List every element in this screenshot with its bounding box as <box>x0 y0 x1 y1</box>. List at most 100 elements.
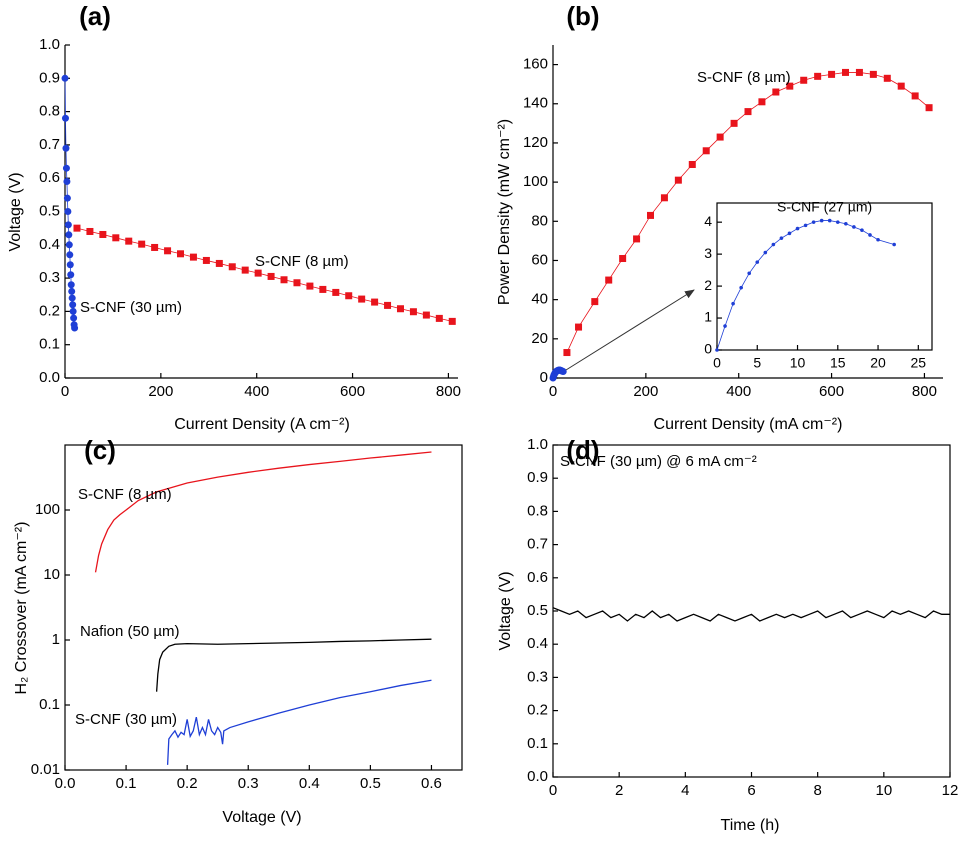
plot-frame <box>552 444 951 778</box>
data-point <box>384 301 392 309</box>
data-point <box>70 314 78 322</box>
data-point <box>254 269 262 277</box>
data-point <box>842 68 849 76</box>
data-point <box>739 285 743 290</box>
y-tick-label: 0.1 <box>39 336 60 353</box>
data-point <box>63 194 71 202</box>
data-point <box>68 287 76 295</box>
data-point <box>868 233 872 237</box>
data-point <box>215 259 223 267</box>
y-tick-label: 0.5 <box>527 602 548 619</box>
data-point <box>66 261 74 269</box>
data-point <box>716 133 724 141</box>
data-point <box>202 256 210 264</box>
y-tick-label: 1.0 <box>527 436 548 453</box>
data-point <box>319 285 327 293</box>
data-point <box>62 164 70 172</box>
data-point <box>811 220 816 224</box>
data-point <box>177 250 185 258</box>
series-label: S-CNF (8 µm) <box>255 253 349 270</box>
data-point <box>125 237 133 245</box>
y-tick-label: 0.6 <box>39 169 60 186</box>
x-tick-label: 0.5 <box>360 775 381 792</box>
data-point <box>852 225 856 229</box>
data-point <box>306 282 314 290</box>
data-point <box>189 253 197 261</box>
x-tick-label: 15 <box>830 355 846 371</box>
data-point <box>715 348 719 352</box>
data-point <box>559 368 567 376</box>
y-tick-label: 100 <box>35 501 60 518</box>
data-point <box>345 292 353 300</box>
series-label: S-CNF (30 µm) <box>80 299 182 316</box>
data-point <box>828 70 836 78</box>
data-point <box>897 82 905 90</box>
y-tick-label: 0.3 <box>39 269 60 286</box>
y-tick-label: 0.01 <box>31 761 60 778</box>
data-point <box>99 230 107 238</box>
y-tick-label: 10 <box>43 566 60 583</box>
y-tick-label: 20 <box>531 330 548 347</box>
data-point <box>855 68 863 76</box>
x-tick-label: 25 <box>911 355 927 371</box>
data-point <box>164 247 172 255</box>
data-point <box>65 231 73 239</box>
series-label: S-CNF (8 µm) <box>697 69 791 86</box>
data-point <box>731 301 735 306</box>
data-point <box>803 223 808 228</box>
data-point <box>67 271 75 279</box>
data-point <box>448 317 456 325</box>
data-point <box>744 108 752 116</box>
y-tick-label: 60 <box>531 251 548 268</box>
data-point <box>280 276 288 284</box>
y-axis-label: Voltage (V) <box>7 172 24 251</box>
data-point <box>65 241 73 249</box>
y-tick-label: 0.7 <box>39 136 60 153</box>
y-tick-label: 160 <box>523 56 548 73</box>
data-point <box>779 236 784 240</box>
x-tick-label: 400 <box>244 383 269 400</box>
y-tick-label: 0.3 <box>527 668 548 685</box>
y-tick-label: 1.0 <box>39 36 60 53</box>
data-point <box>112 234 120 242</box>
x-tick-label: 0 <box>549 782 557 799</box>
data-point <box>591 298 599 306</box>
data-point <box>228 263 236 271</box>
data-point <box>827 218 832 223</box>
y-tick-label: 0.2 <box>39 302 60 319</box>
data-point <box>332 288 340 296</box>
data-point <box>814 72 822 80</box>
y-axis-label: H₂ Crossover (mA cm⁻²) <box>13 522 30 695</box>
data-point <box>422 311 430 319</box>
x-tick-label: 0.2 <box>177 775 198 792</box>
y-tick-label: 120 <box>523 134 548 151</box>
data-point <box>755 260 760 264</box>
x-axis-label: Current Density (A cm⁻²) <box>174 416 350 433</box>
plot-frame <box>64 444 463 771</box>
x-tick-label: 5 <box>753 355 761 371</box>
y-tick-label: 1 <box>704 309 712 325</box>
data-point <box>63 178 71 186</box>
annotation: S-CNF (30 µm) @ 6 mA cm⁻² <box>560 453 757 470</box>
x-tick-label: 400 <box>726 383 751 400</box>
data-point <box>633 235 641 243</box>
data-point <box>647 211 654 219</box>
data-point <box>293 279 301 287</box>
series-label: Nafion (50 µm) <box>80 623 180 640</box>
y-tick-label: 0.8 <box>527 502 548 519</box>
data-point <box>674 176 682 184</box>
data-point <box>67 281 75 289</box>
y-tick-label: 0.4 <box>527 635 548 652</box>
y-tick-label: 0.9 <box>39 69 60 86</box>
y-axis-label: Power Density (mW cm⁻²) <box>496 119 513 305</box>
data-point <box>771 242 776 247</box>
data-point <box>747 271 752 276</box>
x-tick-label: 200 <box>633 383 658 400</box>
x-axis-label: Time (h) <box>721 817 780 834</box>
data-point <box>892 242 896 247</box>
y-axis-label: Voltage (V) <box>497 571 514 650</box>
y-tick-label: 0.0 <box>527 768 548 785</box>
data-point <box>723 324 727 328</box>
series-line <box>155 638 432 692</box>
